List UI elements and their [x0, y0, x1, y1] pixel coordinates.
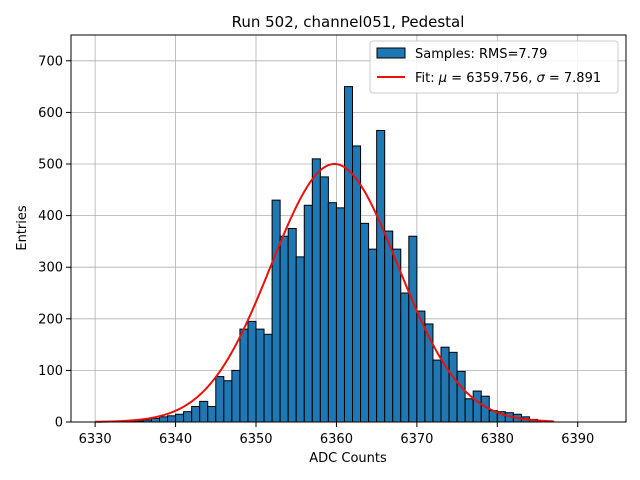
y-tick-label-1: 100	[38, 364, 63, 379]
histogram-bar-7	[183, 411, 193, 423]
histogram-bar-22	[303, 204, 313, 423]
histogram-bar-13	[231, 369, 241, 423]
legend-fit-sigma-symbol: σ	[537, 71, 546, 86]
histogram-bar-33	[392, 248, 402, 423]
histogram-bar-11	[215, 376, 225, 423]
histogram-bar-14	[239, 328, 249, 423]
y-tick-label-6: 600	[38, 106, 63, 121]
y-tick-label-5: 500	[38, 158, 63, 173]
x-tick-label-4: 6370	[400, 432, 433, 447]
histogram-bar-17	[263, 333, 273, 423]
histogram-bar-10	[207, 406, 217, 423]
histogram-bar-28	[352, 145, 362, 423]
histogram-bar-34	[400, 292, 410, 423]
y-tick-label-2: 200	[38, 312, 63, 327]
histogram-bar-31	[376, 129, 386, 423]
histogram-bar-20	[287, 228, 297, 423]
y-tick-label-0: 0	[55, 416, 63, 431]
x-tick-label-0: 6330	[79, 432, 112, 447]
y-tick-label-7: 700	[38, 54, 63, 69]
chart-title: Run 502, channel051, Pedestal	[232, 13, 465, 31]
x-tick-label-2: 6350	[239, 432, 272, 447]
histogram-bar-29	[360, 222, 370, 423]
histogram-bar-6	[175, 413, 185, 423]
x-tick-label-1: 6340	[159, 432, 192, 447]
legend-entry-samples: Samples: RMS=7.79	[415, 47, 547, 62]
histogram-bars	[126, 86, 555, 423]
legend-fit-prefix: Fit:	[415, 71, 439, 86]
histogram-bar-43	[472, 390, 482, 423]
histogram-bar-21	[295, 256, 305, 423]
x-tick-label-5: 6380	[481, 432, 514, 447]
histogram-bar-32	[384, 230, 394, 423]
histogram-bar-27	[343, 86, 354, 423]
histogram-bar-9	[199, 400, 209, 423]
legend-entry-fit: Fit: μ = 6359.756, σ = 7.891	[415, 71, 601, 86]
y-tick-label-3: 300	[38, 261, 63, 276]
histogram-bar-35	[408, 235, 418, 423]
y-axis-label: Entries	[15, 205, 30, 251]
histogram-bar-19	[279, 235, 289, 423]
legend: Samples: RMS=7.79 Fit: μ = 6359.756, σ =…	[369, 40, 619, 94]
histogram-bar-4	[158, 416, 169, 423]
x-tick-label-3: 6360	[320, 432, 353, 447]
histogram-bar-5	[167, 415, 177, 423]
histogram-bar-12	[223, 380, 233, 423]
histogram-bar-26	[335, 207, 345, 423]
fit-curve-layer	[95, 163, 554, 423]
histogram-bar-16	[255, 328, 265, 423]
legend-fit-sigma-value: = 7.891	[545, 71, 601, 86]
histogram-bar-42	[464, 398, 474, 423]
histogram-bar-40	[448, 351, 458, 423]
plot-frame	[70, 34, 627, 423]
histogram-bar-23	[311, 158, 321, 423]
legend-box	[369, 40, 619, 94]
fit-curve	[95, 163, 554, 423]
histogram-bar-15	[247, 320, 257, 423]
histogram-bar-38	[432, 359, 442, 423]
x-axis-label: ADC Counts	[309, 451, 387, 466]
histogram-bar-30	[368, 248, 378, 423]
histogram-bar-24	[319, 176, 329, 423]
histogram-bar-3	[150, 417, 160, 423]
legend-fit-mu-symbol: μ	[438, 71, 447, 86]
histogram-bar-41	[456, 370, 466, 423]
y-tick-label-4: 400	[38, 209, 63, 224]
histogram-bar-18	[271, 199, 281, 423]
histogram-bar-25	[327, 202, 337, 423]
histogram-bar-39	[440, 346, 450, 423]
legend-fit-mu-value: = 6359.756,	[447, 71, 536, 86]
y-axis-ticks: 0 100 200 300 400 500 600 700	[38, 54, 71, 431]
legend-swatch-samples	[376, 47, 406, 59]
x-axis-ticks: 6330 6340 6350 6360 6370 6380 6390	[79, 422, 594, 447]
histogram-bar-8	[191, 406, 201, 423]
x-tick-label-6: 6390	[561, 432, 594, 447]
